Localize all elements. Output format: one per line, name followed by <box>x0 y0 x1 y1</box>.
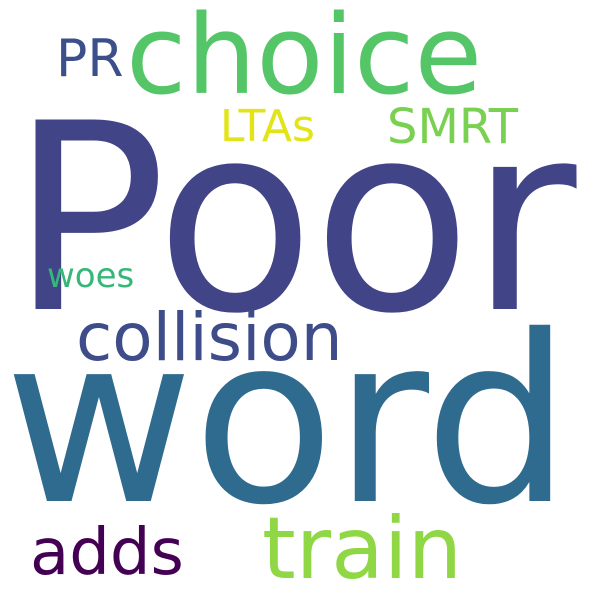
word-train: train <box>262 499 463 599</box>
word-collision: collision <box>76 299 343 376</box>
word-poor: Poor <box>10 69 577 371</box>
word-woes: woes <box>47 256 135 296</box>
word-ltas: LTAs <box>220 101 315 152</box>
word-choice: choice <box>126 0 483 119</box>
word-smrt: SMRT <box>387 99 519 155</box>
word-adds: adds <box>30 516 184 590</box>
word-word: word <box>4 286 571 556</box>
word-pr: PR <box>56 29 124 89</box>
